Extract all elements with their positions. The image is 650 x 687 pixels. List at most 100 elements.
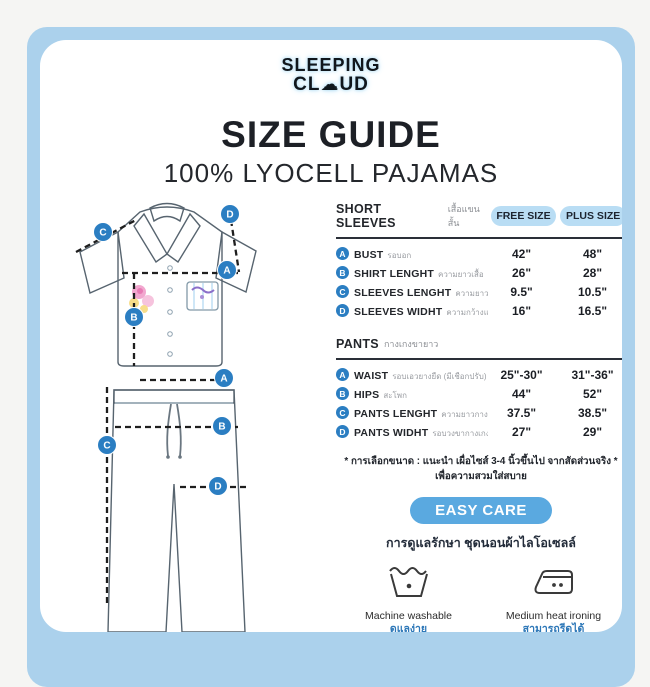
plus-size-value: 38.5": [577, 405, 608, 420]
divider: [336, 237, 622, 239]
table-row: D PANTS WIDHT รอบวงขากางเกง 27" 29": [336, 422, 622, 441]
brand-line2: CL☁UD: [293, 73, 369, 95]
row-label: SLEEVES LENGHT: [354, 286, 452, 299]
plus-size-value: 29": [582, 424, 603, 439]
table-row: B HIPS สะโพก 44" 52": [336, 384, 622, 403]
free-size-value: 42": [511, 246, 532, 261]
row-label: WAIST: [354, 369, 389, 382]
free-size-value: 16": [511, 303, 532, 318]
pants-section-header: PANTS กางเกงขายาว: [336, 337, 622, 351]
shirt-buttons: [167, 265, 173, 357]
care-instructions: Machine washable ดูแลง่าย ซักเครื่องได้ …: [336, 563, 622, 632]
cloud-icon: ☁: [320, 73, 340, 94]
svg-text:C: C: [103, 441, 110, 452]
marker-badge: D: [336, 304, 349, 317]
free-size-value: 27": [511, 424, 532, 439]
sizing-note-line2: เพื่อความสวมใส่สบาย: [435, 471, 527, 483]
row-label-th: ความยาวกางเกง: [441, 409, 488, 419]
plus-size-value: 10.5": [577, 284, 608, 299]
marker-B: B: [212, 416, 232, 436]
sizing-note-line1: * การเลือกขนาด : แนะนำ เผื่อไซส์ 3-4 นิ้…: [344, 456, 618, 467]
machine-wash-icon: [388, 567, 428, 598]
divider: [336, 358, 622, 360]
plus-size-badge: PLUS SIZE: [560, 206, 622, 226]
plus-size-value: 52": [582, 386, 603, 401]
svg-text:C: C: [99, 228, 106, 239]
size-table-column: SHORT SLEEVES เสื้อแขนสั้น FREE SIZE PLU…: [336, 202, 622, 632]
svg-text:D: D: [226, 210, 233, 221]
pajama-pants-illustration: A B C D: [97, 368, 246, 632]
marker-C: C: [93, 222, 113, 242]
svg-text:A: A: [223, 266, 230, 277]
care-heading-th: การดูแลรักษา ชุดนอนผ้าไลโอเซลล์: [386, 536, 576, 551]
section-title-th: กางเกงขายาว: [383, 339, 439, 349]
table-row: B SHIRT LENGHT ความยาวเสื้อ 26" 28": [336, 263, 622, 282]
plus-size-value: 16.5": [577, 303, 608, 318]
free-size-value: 44": [511, 386, 532, 401]
plus-size-value: 31"-36": [571, 367, 614, 382]
row-label-th: สะโพก: [383, 390, 407, 400]
marker-badge: C: [336, 406, 349, 419]
page-title: SIZE GUIDE: [221, 114, 441, 155]
row-label: PANTS LENGHT: [354, 407, 438, 420]
table-row: C SLEEVES LENGHTความยาวแขนเสื้อ 9.5" 10.…: [336, 282, 622, 301]
section-title: PANTS: [336, 337, 379, 351]
iron-icon: [534, 570, 573, 595]
section-title: SHORT SLEEVES: [336, 202, 396, 230]
free-size-badge: FREE SIZE: [490, 206, 557, 226]
row-label: BUST: [354, 248, 384, 261]
svg-text:B: B: [218, 422, 225, 433]
drawstring: [166, 403, 182, 459]
free-size-value: 26": [511, 265, 532, 280]
marker-D: D: [220, 204, 240, 224]
care-label-th1: สามารถรีดได้: [522, 623, 585, 632]
marker-badge: A: [336, 247, 349, 260]
svg-text:A: A: [220, 374, 227, 385]
size-guide-card: SLEEPING CL☁UD SIZE GUIDE 100% LYOCELL P…: [40, 40, 622, 632]
marker-A: A: [214, 368, 234, 388]
row-label: SHIRT LENGHT: [354, 267, 434, 280]
plus-size-value: 28": [582, 265, 603, 280]
marker-badge: D: [336, 425, 349, 438]
sizing-note: * การเลือกขนาด : แนะนำ เผื่อไซส์ 3-4 นิ้…: [336, 454, 622, 484]
marker-badge: B: [336, 387, 349, 400]
row-label-th: ความกว้างแขนเสื้อ: [446, 307, 488, 317]
section-title-th: เสื้อแขนสั้น: [447, 204, 480, 228]
care-label-en: Machine washable: [365, 610, 452, 623]
chest-pocket: [186, 281, 219, 311]
free-size-value: 37.5": [506, 405, 537, 420]
row-label-th: รอบวงขากางเกง: [432, 428, 488, 438]
marker-badge: C: [336, 285, 349, 298]
marker-C: C: [97, 435, 117, 455]
free-size-value: 9.5": [510, 284, 533, 299]
table-row: C PANTS LENGHTความยาวกางเกง 37.5" 38.5": [336, 403, 622, 422]
row-label-th: ความยาวเสื้อ: [437, 269, 484, 279]
marker-badge: B: [336, 266, 349, 279]
marker-D: D: [208, 476, 228, 496]
row-label: PANTS WIDHT: [354, 426, 429, 439]
svg-text:D: D: [214, 482, 221, 493]
pajama-shirt-illustration: C D A B: [75, 202, 257, 367]
care-label-en: Medium heat ironing: [505, 610, 602, 623]
care-label-th1: ดูแลง่าย: [389, 623, 428, 632]
easy-care-badge: EASY CARE: [410, 497, 552, 525]
row-label-th: ความยาวแขนเสื้อ: [455, 288, 488, 298]
table-row: A WAIST รอบเอวยางยืด (มีเชือกปรับ) 25"-30…: [336, 365, 622, 384]
marker-A: A: [217, 260, 237, 280]
svg-text:B: B: [130, 313, 137, 324]
plus-size-value: 48": [582, 246, 603, 261]
page-subtitle: 100% LYOCELL PAJAMAS: [163, 158, 499, 188]
shirt-section-header: SHORT SLEEVES เสื้อแขนสั้น FREE SIZE PLU…: [336, 202, 622, 230]
care-item-iron: Medium heat ironing สามารถรีดได้ เพื่อคว…: [481, 563, 622, 632]
row-label: SLEEVES WIDHT: [354, 305, 443, 318]
marker-B: B: [124, 307, 144, 327]
free-size-value: 25"-30": [500, 367, 543, 382]
row-label-th: รอบอก: [387, 250, 412, 260]
row-label: HIPS: [354, 388, 380, 401]
marker-badge: A: [336, 368, 349, 381]
brand-logo: SLEEPING CL☁UD: [40, 56, 622, 95]
table-row: A BUST รอบอก 42" 48": [336, 244, 622, 263]
care-item-wash: Machine washable ดูแลง่าย ซักเครื่องได้: [336, 563, 481, 632]
brand-line1: SLEEPING: [281, 55, 381, 75]
